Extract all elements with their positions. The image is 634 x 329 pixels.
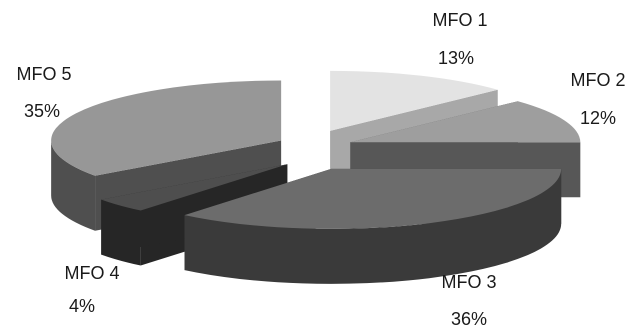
slice-mfo-3-side: [184, 168, 562, 284]
slice-mfo-5-top: [51, 80, 282, 176]
slice-label-mfo-1-value: 13%: [438, 48, 474, 68]
slice-label-mfo-1-name: MFO 1: [432, 10, 487, 30]
slice-mfo-2-top: [350, 101, 581, 143]
slice-label-mfo-2-name: MFO 2: [570, 70, 625, 90]
slice-mfo-4-cut-end: [101, 164, 288, 255]
slice-label-mfo-3-name: MFO 3: [441, 272, 496, 292]
slice-mfo-4-side: [101, 199, 141, 266]
slice-mfo-4-top: [101, 164, 288, 211]
slice-mfo-3-top: [184, 168, 562, 229]
slice-label-mfo-5-name: MFO 5: [16, 64, 71, 84]
slice-mfo-5-side: [51, 140, 96, 231]
slice-mfo-1-top: [330, 70, 498, 131]
slice-label-mfo-4-name: MFO 4: [64, 263, 119, 283]
slice-label-mfo-3-value: 36%: [451, 309, 487, 329]
slice-label-mfo-5-value: 35%: [24, 101, 60, 121]
pie-slices: [51, 70, 581, 284]
slice-label-mfo-4-value: 4%: [69, 296, 95, 316]
slice-label-mfo-2-value: 12%: [580, 108, 616, 128]
